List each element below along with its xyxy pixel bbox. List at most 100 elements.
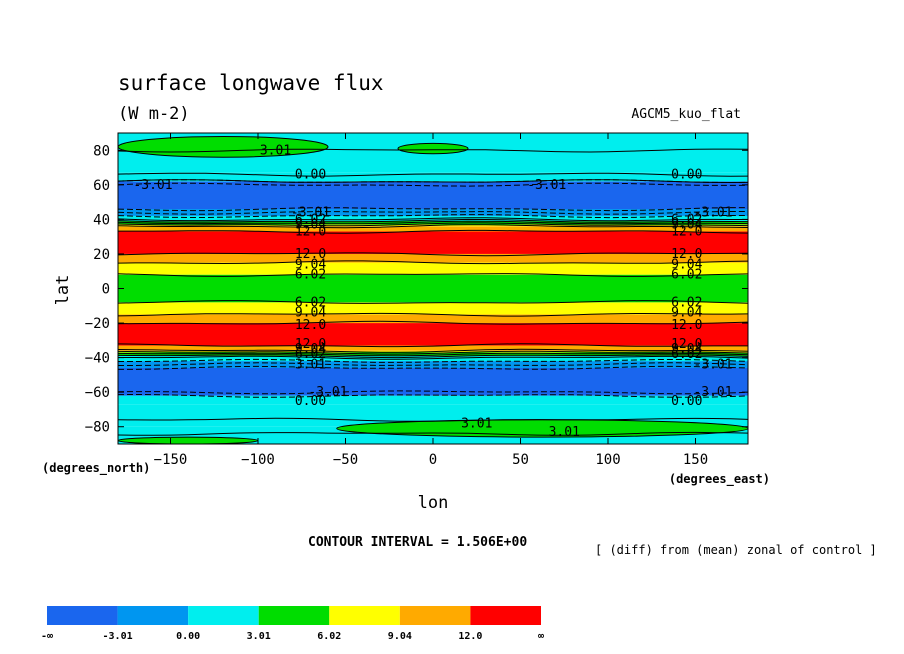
axes: −150 −100 −50 0 50 100 150 −80 −60 −40 −20 0 20 40 60 8…	[85, 132, 749, 468]
contour-label-36: 0.00	[671, 394, 702, 409]
contour-label-14: 12.0	[671, 247, 702, 262]
contour-label-29: 6.02	[295, 347, 326, 362]
contour-label-26: 12.0	[671, 337, 702, 352]
contour-label-23: 12.0	[295, 318, 326, 333]
x-tick-label-0: −150	[154, 452, 188, 468]
blob-2	[336, 419, 748, 438]
band-16	[118, 226, 748, 232]
contour-label-7: 6.02	[295, 212, 326, 227]
dashed-contour-9	[118, 179, 748, 184]
colorbar-label-7: ∞	[538, 631, 544, 642]
contour-line-11	[118, 348, 748, 353]
contour-label-6: -3.01	[693, 205, 732, 220]
contour-line-20	[118, 217, 748, 222]
chart-units: (W m-2)	[118, 104, 190, 124]
colorbar-label-6: 12.0	[458, 631, 482, 642]
contour-line-4	[118, 148, 748, 153]
y-tick-label-7: 60	[93, 178, 110, 194]
band-11	[118, 302, 748, 315]
contour-line-15	[118, 352, 748, 357]
band-22	[118, 172, 748, 182]
contour-label-18: 6.02	[671, 268, 702, 283]
band-2	[118, 395, 748, 405]
contour-line-10	[118, 273, 748, 277]
y-tick-label-8: 80	[93, 143, 110, 159]
band-14	[118, 253, 748, 263]
contour-label-3: -3.01	[133, 178, 172, 193]
dashed-contour-7	[118, 214, 748, 219]
contour-line-1	[118, 417, 748, 422]
x-tick-label-5: 100	[595, 452, 620, 468]
x-axis-label: lon	[418, 493, 449, 513]
diff-note: [ (diff) from (mean) zonal of control ]	[595, 543, 877, 557]
dashed-contour-1	[118, 390, 748, 395]
y-tick-label-0: −80	[85, 420, 110, 436]
contour-label-4: -3.01	[527, 178, 566, 193]
contour-label-30: 6.02	[671, 347, 702, 362]
contour-label-22: 9.04	[671, 306, 702, 321]
colorbar-swatch-3	[258, 606, 330, 625]
y-tick-label-4: 0	[102, 282, 110, 298]
y-tick-label-5: 20	[93, 247, 110, 263]
contour-label-15: 9.04	[295, 257, 326, 272]
x-tick-label-6: 150	[683, 452, 708, 468]
contour-line-8	[118, 260, 748, 265]
colorbar-swatch-2	[188, 606, 259, 625]
contour-line-5	[118, 320, 748, 325]
colorbar-swatch-0	[47, 606, 118, 625]
contour-interval: CONTOUR INTERVAL = 1.506E+00	[308, 535, 527, 550]
contour-label-37: 3.01	[461, 416, 492, 431]
contour-line-12	[118, 224, 748, 229]
contour-line-16	[118, 220, 748, 225]
band-18	[118, 221, 748, 225]
contour-line-7	[118, 312, 748, 317]
x-tick-label-3: 0	[429, 452, 437, 468]
colorbar-swatch-4	[329, 606, 400, 625]
contour-label-20: 6.02	[671, 295, 702, 310]
contour-label-21: 9.04	[295, 306, 326, 321]
contour-label-27: 9.04	[295, 342, 326, 357]
contour-label-16: 9.04	[671, 257, 702, 272]
contour-line-21	[118, 343, 748, 348]
colorbar-swatch-1	[117, 606, 189, 625]
contour-label-13: 12.0	[295, 247, 326, 262]
colorbar-swatch-6	[470, 606, 541, 625]
contour-line-17	[118, 354, 748, 359]
x-tick-label-2: −50	[333, 452, 358, 468]
run-label: AGCM5_kuo_flat	[631, 107, 741, 122]
colorbar: -∞ -3.01 0.00 3.01 6.02 9.04 12.0 ∞	[41, 606, 544, 642]
y-axis-units: (degrees_north)	[42, 461, 150, 476]
y-tick-label-2: −40	[85, 351, 110, 367]
contour-line-13	[118, 350, 748, 355]
contour-label-35: 0.00	[295, 394, 326, 409]
contour-line-0	[118, 431, 748, 436]
chart-title: surface longwave flux	[118, 71, 384, 95]
dashed-contour-2	[118, 365, 748, 370]
x-axis-units: (degrees_east)	[669, 472, 770, 487]
dashed-contour-4	[118, 358, 748, 363]
contour-label-31: 3.01	[295, 358, 326, 373]
blob-0	[118, 135, 329, 158]
contour-label-11: 12.0	[295, 224, 326, 239]
contour-label-32: -3.01	[693, 358, 732, 373]
band-9	[118, 323, 748, 346]
contour-label-38: 3.01	[549, 425, 580, 440]
colorbar-label-5: 9.04	[388, 631, 412, 642]
band-12	[118, 274, 748, 303]
contour-label-33: -3.01	[308, 385, 347, 400]
colorbar-label-2: 0.00	[176, 631, 200, 642]
contour-line-14	[118, 222, 748, 227]
dashed-contour-5	[118, 207, 748, 212]
dashed-contour-3	[118, 362, 748, 366]
colorbar-swatch-5	[399, 606, 471, 625]
band-15	[118, 231, 748, 254]
colorbar-label-0: -∞	[41, 631, 53, 642]
contour-line-6	[118, 252, 748, 257]
x-tick-label-4: 50	[512, 452, 529, 468]
y-axis-label: lat	[53, 275, 73, 306]
band-8	[118, 345, 748, 351]
contour-line-18	[118, 218, 748, 223]
contour-label-28: 9.04	[671, 342, 702, 357]
contour-line-3	[118, 172, 748, 177]
contour-line-22	[118, 229, 748, 234]
